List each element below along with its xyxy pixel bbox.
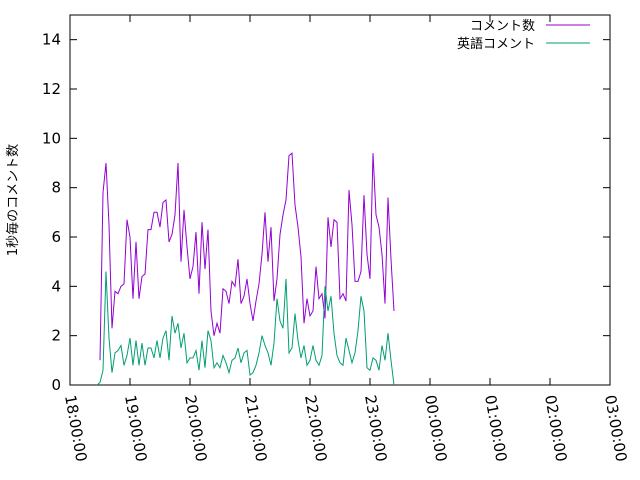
x-tick-label: 21:00:00 bbox=[241, 394, 270, 463]
y-tick-label: 12 bbox=[42, 80, 61, 98]
x-tick-label: 00:00:00 bbox=[421, 394, 450, 463]
y-tick-label: 2 bbox=[51, 327, 61, 345]
y-tick-label: 4 bbox=[51, 277, 61, 295]
y-axis-label: 1秒毎のコメント数 bbox=[5, 144, 21, 256]
y-tick-label: 10 bbox=[42, 129, 61, 147]
x-tick-label: 19:00:00 bbox=[121, 394, 150, 463]
x-tick-label: 20:00:00 bbox=[181, 394, 210, 463]
x-tick-label: 23:00:00 bbox=[361, 394, 390, 463]
y-tick-label: 0 bbox=[51, 376, 61, 394]
x-tick-label: 22:00:00 bbox=[301, 394, 330, 463]
legend-label-0: コメント数 bbox=[470, 19, 535, 34]
y-tick-label: 6 bbox=[51, 228, 61, 246]
x-axis: 18:00:00 19:00:00 20:00:00 21:00:00 22:00:00… bbox=[61, 15, 630, 463]
x-tick-label: 02:00:00 bbox=[541, 394, 570, 463]
y-tick-label: 8 bbox=[51, 179, 61, 197]
x-tick-label: 18:00:00 bbox=[61, 394, 90, 463]
series-line-0 bbox=[99, 152, 395, 361]
series-line-1 bbox=[96, 271, 395, 386]
x-tick-label: 01:00:00 bbox=[481, 394, 510, 463]
plot-frame bbox=[69, 14, 611, 386]
legend-label-1: 英語コメント bbox=[457, 36, 535, 52]
x-tick-label: 03:00:00 bbox=[601, 394, 630, 463]
y-tick-label: 14 bbox=[42, 31, 61, 49]
series-layer bbox=[96, 152, 395, 386]
y-axis: 0 2 4 6 8 10 12 14 bbox=[42, 31, 610, 394]
plot-border bbox=[69, 14, 611, 386]
